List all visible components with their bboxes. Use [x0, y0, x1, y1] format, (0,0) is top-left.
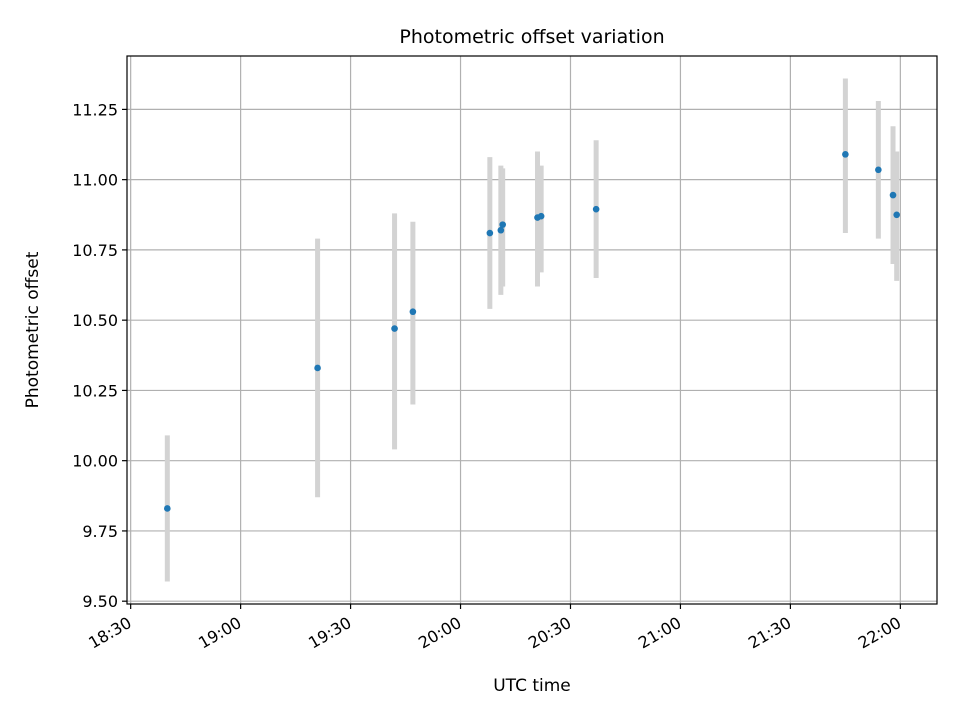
grid-lines: [127, 56, 937, 604]
data-point: [164, 505, 171, 512]
y-tick-label: 9.50: [82, 592, 118, 611]
x-tick-label: 21:30: [745, 613, 794, 653]
x-tick-label: 18:30: [85, 613, 134, 653]
plot-frame: [126, 55, 938, 605]
data-point: [889, 191, 897, 199]
x-tick-label: 19:30: [305, 613, 354, 653]
data-point: [391, 325, 398, 332]
y-tick-label: 10.25: [72, 381, 118, 400]
y-tick-label: 11.00: [72, 171, 118, 190]
data-point: [499, 221, 506, 228]
data-point: [486, 229, 494, 237]
y-tick-label: 10.50: [72, 311, 118, 330]
data-point: [537, 212, 545, 220]
data-point: [875, 166, 882, 174]
plot-background: [127, 56, 937, 604]
x-axis-label: UTC time: [493, 676, 571, 696]
x-tick-label: 19:00: [195, 613, 244, 653]
y-axis-label: Photometric offset: [23, 251, 43, 408]
x-tick-label: 21:00: [635, 613, 684, 653]
data-point: [409, 308, 417, 316]
x-tick-label: 20:30: [525, 613, 574, 653]
data-point: [893, 211, 900, 219]
data-point: [842, 151, 849, 158]
chart-title: Photometric offset variation: [399, 26, 664, 48]
data-point: [497, 226, 505, 234]
data-points: [164, 151, 900, 512]
data-point: [592, 205, 600, 213]
y-tick-label: 11.25: [72, 100, 118, 119]
data-point: [314, 364, 321, 372]
y-tick-label: 10.00: [72, 452, 118, 471]
y-tick-label: 10.75: [72, 241, 118, 260]
y-tick-label: 9.75: [82, 522, 118, 541]
x-axis-ticks: 18:30 19:00 19:30 20:00 20:30 21:00 21:30 22:00: [85, 604, 904, 653]
y-axis-ticks: 9.50 9.75 10.00 10.25 10.50 10.75 11.00 11.25: [72, 100, 127, 611]
x-tick-label: 22:00: [855, 613, 904, 653]
x-tick-label: 20:00: [415, 613, 464, 653]
